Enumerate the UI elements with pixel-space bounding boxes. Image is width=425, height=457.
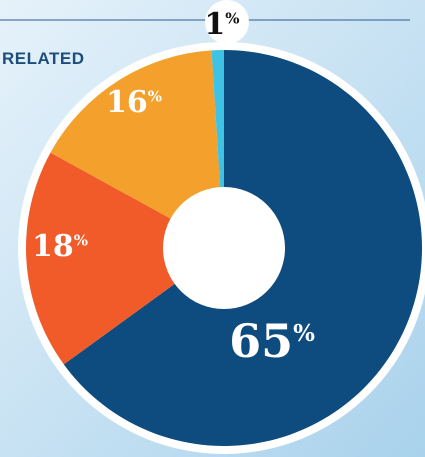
value-unit: % <box>148 88 162 106</box>
value-unit: % <box>74 232 88 250</box>
value-number: 16 <box>106 85 148 120</box>
chart-title: RELATED <box>2 49 85 68</box>
value-number: 18 <box>32 229 74 264</box>
chart: RELATED 65%18%16%1% <box>0 0 425 457</box>
value-number: 1 <box>204 7 225 42</box>
value-unit: % <box>293 320 315 347</box>
value-unit: % <box>225 10 239 28</box>
value-number: 65 <box>229 314 293 368</box>
pie-hole <box>163 187 285 309</box>
